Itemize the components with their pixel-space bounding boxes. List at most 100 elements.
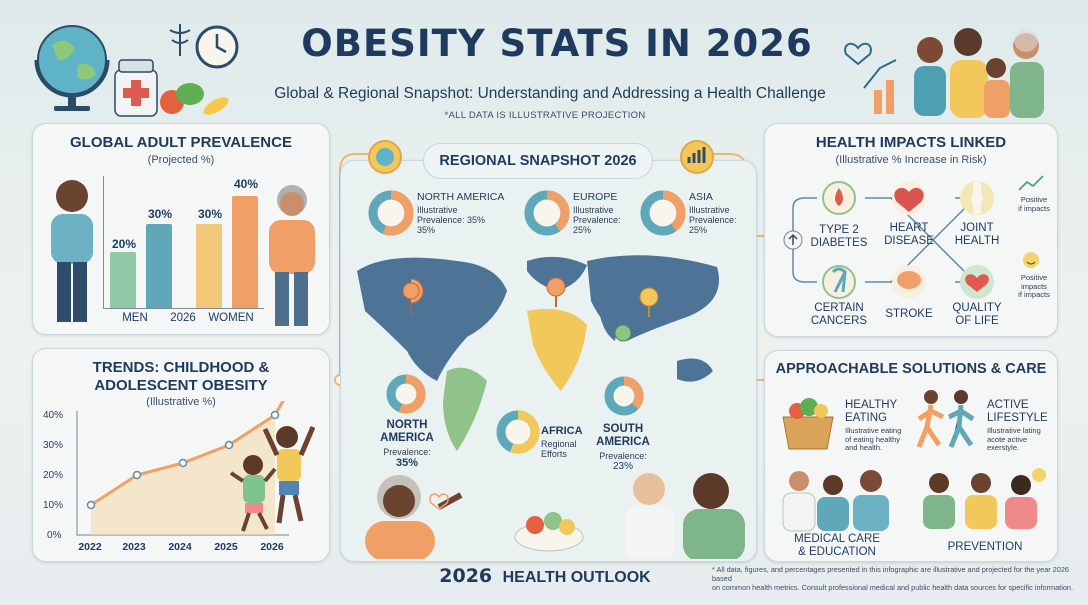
trends-subtitle: (Illustrative %) xyxy=(146,396,216,408)
region-line2-na: Prevalence: 35% xyxy=(417,215,486,225)
map-pin-icon xyxy=(639,287,659,317)
x-label-2026: 2026 xyxy=(170,312,196,324)
donut-center xyxy=(378,200,404,226)
solutions-panel: APPROACHABLE SOLUTIONS & CARE HEALTHY EAT… xyxy=(764,350,1058,562)
y-tick: 0% xyxy=(47,530,62,541)
bar-label-3: 30% xyxy=(197,207,223,222)
x-tick: 2022 xyxy=(78,541,102,553)
trend-point xyxy=(224,440,234,450)
bar-women-40 xyxy=(232,196,258,308)
vegetable-basket-icon xyxy=(782,398,834,450)
donut-center xyxy=(650,200,676,226)
donut-center xyxy=(506,420,530,444)
bottom-region-2-line1: Regional xyxy=(541,439,577,449)
up-arrow-icon xyxy=(783,230,803,250)
bottom-region-1-line2: 35% xyxy=(395,457,419,469)
people-with-food-illustration xyxy=(365,473,745,559)
map-pin-icon xyxy=(546,277,566,307)
region-line3-na: 35% xyxy=(417,225,436,235)
medicine-bottle-icon xyxy=(114,59,158,117)
x-tick: 2023 xyxy=(122,541,146,553)
footer-disclaimer: * All data, figures, and percentages pre… xyxy=(712,565,1073,593)
impact-side-note-1: Positive if impacts xyxy=(1018,195,1050,213)
global-prevalence-subtitle: (Projected %) xyxy=(147,154,215,166)
page-subtitle: Global & Regional Snapshot: Understandin… xyxy=(274,85,826,102)
heart-icon xyxy=(429,493,449,510)
trends-panel: TRENDS: CHILDHOOD & ADOLESCENT OBESITY (… xyxy=(32,348,330,562)
chart-icon xyxy=(680,140,714,174)
trend-point xyxy=(132,470,142,480)
regional-title: REGIONAL SNAPSHOT 2026 xyxy=(439,153,637,169)
healthy-eating-desc: Illustrative eating of eating healthy and … xyxy=(845,426,902,453)
smiley-icon xyxy=(1032,468,1046,482)
bar-men-30 xyxy=(146,224,172,308)
donut-center xyxy=(614,386,634,406)
donut-africa xyxy=(496,410,540,454)
region-line1-europe: Illustrative xyxy=(573,205,614,215)
donut-north-america xyxy=(368,190,414,236)
regional-title-pill: REGIONAL SNAPSHOT 2026 xyxy=(423,143,653,179)
impact-type2-diabetes: TYPE 2 DIABETES xyxy=(810,224,868,250)
impact-quality-of-life: QUALITY OF LIFE xyxy=(952,302,1002,328)
illustrative-note: *ALL DATA IS ILLUSTRATIVE PROJECTION xyxy=(444,110,646,121)
bottom-region-3-line1: Prevalence: xyxy=(599,451,647,461)
joint-icon xyxy=(960,181,994,215)
donut-south-america xyxy=(604,376,644,416)
heart-icon xyxy=(844,42,872,66)
impact-joint-health: JOINT HEALTH xyxy=(954,222,1000,248)
region-name-na: NORTH AMERICA xyxy=(417,191,505,203)
active-lifestyle-desc: Illustrative lating acote active exerstyle… xyxy=(987,426,1041,453)
header-illustration xyxy=(34,24,229,117)
region-name-asia: ASIA xyxy=(689,191,713,203)
prevalence-bar-chart: 20% 30% 30% 40% xyxy=(103,176,264,309)
global-prevalence-title: GLOBAL ADULT PREVALENCE xyxy=(70,134,292,151)
y-tick: 20% xyxy=(43,470,64,481)
donut-center xyxy=(534,200,560,226)
bottom-region-2-name: AFRICA xyxy=(541,425,583,437)
footer-year: 2026 xyxy=(439,565,493,587)
region-line1-asia: Illustrative xyxy=(689,205,730,215)
bottom-region-3-name: SOUTH AMERICA xyxy=(596,423,650,449)
x-label-women: WOMEN xyxy=(208,312,254,324)
man-figure xyxy=(51,180,93,322)
bottom-region-1-name: NORTH AMERICA xyxy=(380,419,434,445)
trend-up-icon xyxy=(1018,175,1044,191)
globe-icon xyxy=(368,140,402,174)
map-pins xyxy=(402,277,659,342)
trends-title-line1: TRENDS: CHILDHOOD & xyxy=(92,359,270,376)
bar-label-1: 20% xyxy=(111,237,137,252)
donut-north-america-bottom xyxy=(386,374,426,414)
family-people-icon xyxy=(914,28,1044,118)
trends-title-line2: ADOLESCENT OBESITY xyxy=(94,377,268,394)
family-illustration xyxy=(844,28,1044,118)
region-line2-asia: Prevalence: xyxy=(689,215,737,225)
regional-panel: REGIONAL SNAPSHOT 2026 NORTH AMERICA Ill… xyxy=(340,140,757,562)
donut-segment xyxy=(604,376,644,416)
page-title: OBESITY STATS IN 2026 xyxy=(301,22,813,65)
ribbon-icon xyxy=(822,265,856,299)
donut-segment xyxy=(640,190,686,236)
donut-segment xyxy=(496,410,540,454)
prevention-label: PREVENTION xyxy=(947,541,1023,553)
runners-icon xyxy=(916,390,975,448)
y-tick: 30% xyxy=(43,440,64,451)
footer-brand: 2026 HEALTH OUTLOOK xyxy=(340,565,750,599)
solutions-title: APPROACHABLE SOLUTIONS & CARE xyxy=(775,361,1047,377)
medical-team-icon xyxy=(782,470,889,532)
bottom-region-3-line2: 23% xyxy=(612,461,633,472)
health-impacts-panel: HEALTH IMPACTS LINKED (Illustrative % In… xyxy=(764,123,1058,337)
region-line1-na: Illustrative xyxy=(417,205,458,215)
bar-women-30 xyxy=(196,224,222,308)
x-tick: 2026 xyxy=(260,541,284,553)
clock-icon xyxy=(195,25,239,69)
region-line3-asia: 25% xyxy=(689,225,708,235)
smiley-icon xyxy=(1023,252,1039,268)
donut-europe xyxy=(524,190,570,236)
impact-side-note-2: Positive impacts if impacts xyxy=(1018,273,1050,300)
health-impacts-title: HEALTH IMPACTS LINKED xyxy=(815,134,1007,151)
blood-drop-icon xyxy=(822,181,856,215)
bar-label-4: 40% xyxy=(233,177,259,192)
bottom-region-1-line1: Prevalence: xyxy=(383,447,431,457)
brain-icon xyxy=(892,265,926,299)
